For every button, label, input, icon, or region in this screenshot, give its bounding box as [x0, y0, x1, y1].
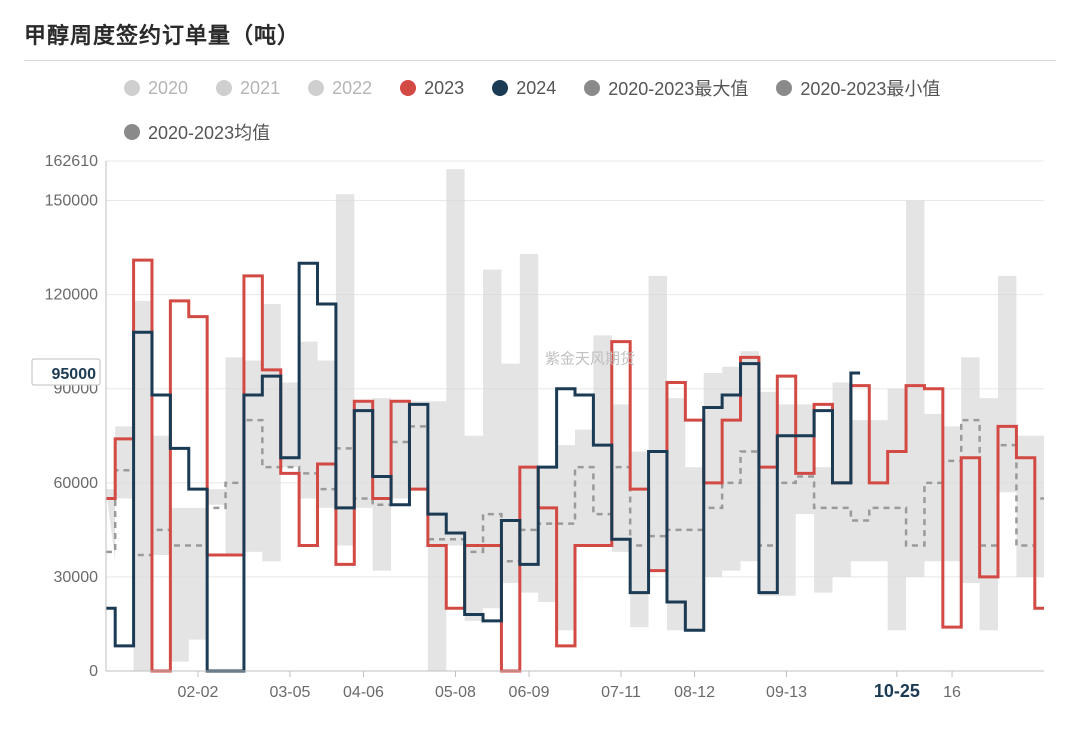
svg-text:30000: 30000	[54, 569, 99, 586]
svg-text:10-25: 10-25	[874, 681, 920, 701]
title-rule	[24, 60, 1056, 61]
watermark: 紫金天风期货	[545, 351, 635, 368]
legend-swatch	[492, 80, 508, 96]
svg-text:04-06: 04-06	[343, 684, 384, 701]
legend-label: 2023	[424, 78, 464, 99]
svg-text:09-13: 09-13	[766, 684, 807, 701]
legend-item-y2020[interactable]: 2020	[124, 75, 188, 101]
svg-text:60000: 60000	[54, 475, 99, 492]
legend-label: 2020-2023最小值	[800, 75, 940, 101]
svg-text:02-02: 02-02	[177, 684, 218, 701]
legend-swatch	[584, 80, 600, 96]
legend-item-rmax[interactable]: 2020-2023最大值	[584, 75, 748, 101]
legend-item-ravg[interactable]: 2020-2023均值	[124, 119, 270, 145]
legend-swatch	[400, 80, 416, 96]
svg-text:0: 0	[89, 663, 98, 680]
legend-item-rmin[interactable]: 2020-2023最小值	[776, 75, 940, 101]
legend-label: 2020-2023均值	[148, 119, 270, 145]
svg-text:150000: 150000	[45, 193, 98, 210]
svg-text:120000: 120000	[45, 287, 98, 304]
svg-text:162610: 162610	[45, 153, 98, 170]
svg-text:05-08: 05-08	[435, 684, 476, 701]
svg-text:06-09: 06-09	[509, 684, 550, 701]
legend-item-y2024[interactable]: 2024	[492, 75, 556, 101]
legend-item-y2022[interactable]: 2022	[308, 75, 372, 101]
legend-item-y2021[interactable]: 2021	[216, 75, 280, 101]
legend-swatch	[776, 80, 792, 96]
legend-item-y2023[interactable]: 2023	[400, 75, 464, 101]
legend: 2020 2021 2022 2023 2024 2020-2023最大值 2020-202…	[24, 69, 1056, 151]
legend-label: 2022	[332, 78, 372, 99]
chart: 030000600009000012000015000016261095000紫…	[24, 151, 1056, 711]
legend-swatch	[124, 80, 140, 96]
svg-text:16: 16	[943, 684, 961, 701]
legend-swatch	[216, 80, 232, 96]
svg-text:08-12: 08-12	[674, 684, 715, 701]
legend-label: 2020	[148, 78, 188, 99]
chart-title: 甲醇周度签约订单量（吨）	[24, 18, 1056, 50]
chart-svg: 030000600009000012000015000016261095000紫…	[24, 151, 1056, 711]
legend-swatch	[124, 124, 140, 140]
svg-text:07-11: 07-11	[601, 684, 641, 701]
legend-label: 2021	[240, 78, 280, 99]
legend-swatch	[308, 80, 324, 96]
legend-label: 2020-2023最大值	[608, 75, 748, 101]
legend-label: 2024	[516, 78, 556, 99]
svg-text:03-05: 03-05	[269, 684, 310, 701]
svg-text:95000: 95000	[52, 366, 97, 383]
